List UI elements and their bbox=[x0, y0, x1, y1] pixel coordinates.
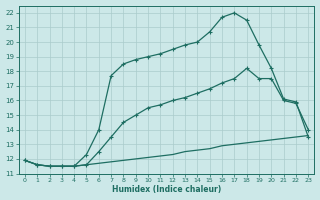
X-axis label: Humidex (Indice chaleur): Humidex (Indice chaleur) bbox=[112, 185, 221, 194]
